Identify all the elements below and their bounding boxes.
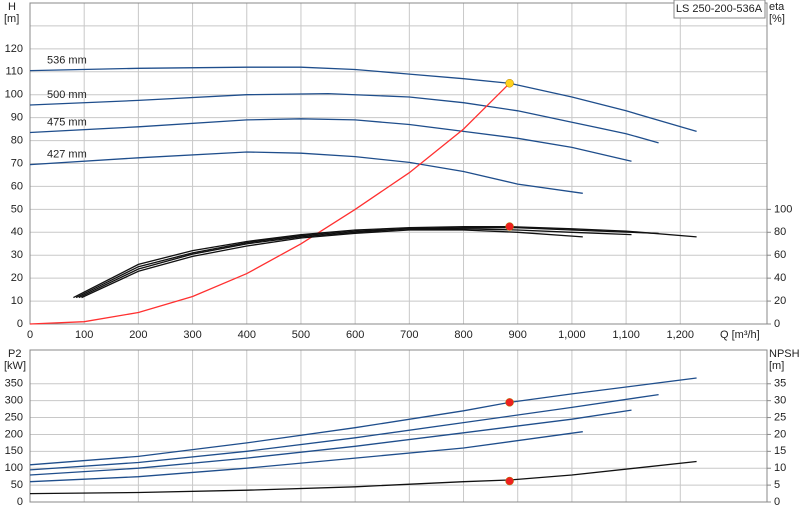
y2-tick-label: 25 [774,411,786,423]
curve [73,225,697,299]
y-tick-label: 30 [11,249,23,261]
y-tick-label: 40 [11,226,23,238]
y2-tick-label: 20 [774,295,786,307]
x-tick-label: 200 [129,329,147,341]
x-tick-label: 800 [454,329,472,341]
plot-frame [29,2,768,325]
y-tick-label: 0 [17,318,23,330]
operating-point [505,476,514,486]
y-tick-label: 20 [11,272,23,284]
y2-axis-unit: [m] [769,360,784,372]
x-tick-label: 900 [509,329,527,341]
curve [29,431,583,483]
x-tick-label: 600 [346,329,364,341]
y-tick-label: 0 [17,496,23,508]
y-tick-label: 150 [5,445,23,457]
x-tick-label: 100 [75,329,93,341]
y-tick-label: 250 [5,411,23,423]
y2-axis-unit: [%] [769,13,785,25]
y-tick-label: 60 [11,180,23,192]
y-axis-unit: [m] [4,13,19,25]
y-tick-label: 70 [11,157,23,169]
curve [29,66,697,133]
y-tick-label: 50 [11,203,23,215]
y2-tick-label: 0 [774,318,780,330]
y2-axis-label: NPSH [769,348,800,360]
curve [78,228,632,299]
operating-point [505,79,514,88]
y2-tick-label: 5 [774,479,780,491]
curve-label: 536 mm [47,55,87,67]
x-axis-label: Q [m³/h] [720,329,760,341]
curve [29,151,583,194]
curve [29,393,659,471]
badge: LS 250-200-536A [676,3,763,15]
x-tick-label: 1,100 [612,329,640,341]
y2-axis-label: eta [769,1,785,13]
x-tick-label: 400 [238,329,256,341]
y2-tick-label: 60 [774,249,786,261]
curve-label: 427 mm [47,149,87,161]
y-tick-label: 350 [5,378,23,390]
y-tick-label: 50 [11,479,23,491]
curve [29,82,511,325]
y2-tick-label: 40 [774,272,786,284]
y-tick-label: 10 [11,295,23,307]
y-tick-label: 80 [11,134,23,146]
y2-tick-label: 80 [774,226,786,238]
badge-box [673,0,766,19]
operating-point [505,398,514,407]
y2-tick-label: 20 [774,428,786,440]
x-tick-label: 0 [27,329,33,341]
y-tick-label: 200 [5,428,23,440]
curve [29,460,697,495]
curve [29,118,632,162]
curve [75,227,659,299]
x-tick-label: 1,000 [558,329,586,341]
y2-tick-label: 15 [774,445,786,457]
y-tick-label: 300 [5,395,23,407]
x-tick-label: 700 [400,329,418,341]
y2-tick-label: 0 [774,496,780,508]
y-tick-label: 100 [5,462,23,474]
operating-point [505,222,514,231]
y2-tick-label: 35 [774,378,786,390]
plot-frame [29,349,768,503]
y-tick-label: 120 [5,43,23,55]
curve [29,409,632,476]
curve [29,92,659,144]
x-tick-label: 300 [183,329,201,341]
curve-label: 475 mm [47,116,87,128]
y-axis-label: P2 [8,348,21,360]
y-tick-label: 110 [5,66,23,78]
y2-tick-label: 10 [774,462,786,474]
y-axis-unit: [kW] [4,360,26,372]
y-tick-label: 90 [11,112,23,124]
curve [81,229,583,299]
x-tick-label: 500 [292,329,310,341]
curve-label: 500 mm [47,89,87,101]
y2-tick-label: 100 [774,203,792,215]
y2-tick-label: 30 [774,395,786,407]
x-tick-label: 1,200 [667,329,695,341]
y-tick-label: 100 [5,89,23,101]
curve [29,377,697,466]
y-axis-label: H [8,1,16,13]
